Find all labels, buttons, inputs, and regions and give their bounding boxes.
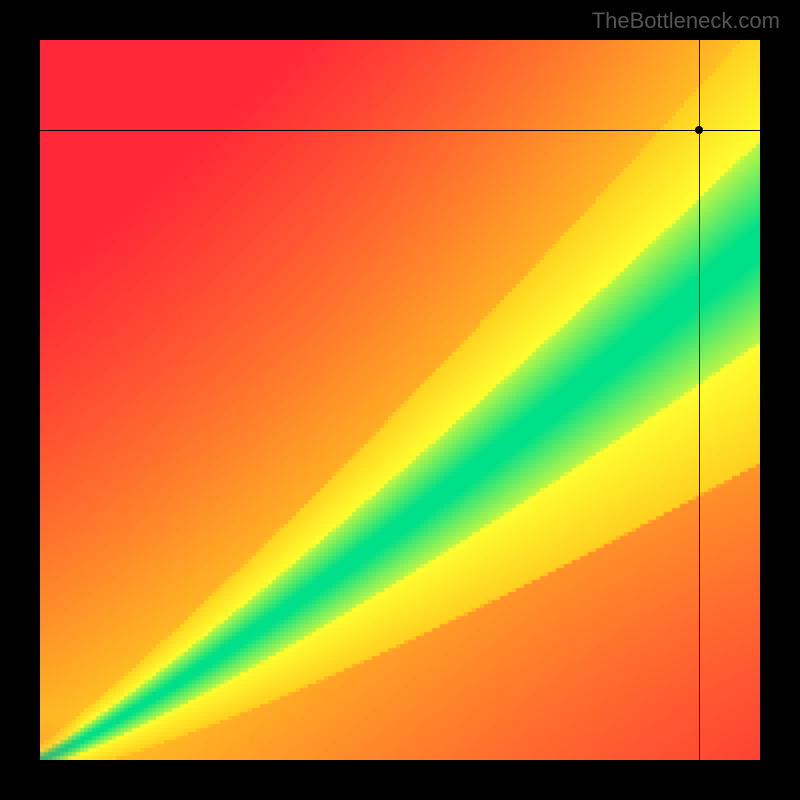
heatmap-chart: [40, 40, 760, 760]
heatmap-canvas: [40, 40, 760, 760]
crosshair-vertical: [699, 40, 700, 760]
crosshair-horizontal: [40, 130, 760, 131]
marker-dot: [695, 126, 703, 134]
watermark-text: TheBottleneck.com: [592, 8, 780, 34]
